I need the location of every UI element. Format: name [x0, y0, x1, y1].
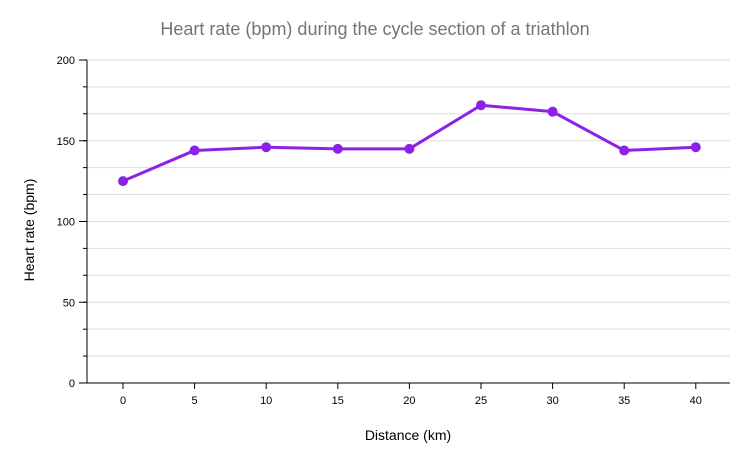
x-tick-label: 35	[618, 395, 630, 407]
gridlines	[87, 59, 730, 357]
data-point	[332, 143, 343, 154]
y-axis: 0 50 100 150 200	[57, 55, 88, 390]
x-tick-label: 30	[546, 395, 558, 407]
data-point	[261, 142, 272, 153]
x-tick-label: 40	[690, 395, 702, 407]
data-point	[690, 142, 701, 153]
x-tick-label: 15	[332, 395, 344, 407]
y-tick-label: 200	[57, 55, 75, 67]
x-tick-label: 10	[260, 395, 272, 407]
x-axis-title: Distance (km)	[365, 427, 451, 443]
x-tick-label: 0	[120, 395, 126, 407]
data-series	[118, 100, 701, 187]
y-tick-label: 100	[57, 217, 75, 229]
data-point	[118, 176, 128, 187]
data-point	[476, 100, 486, 111]
y-tick-label: 50	[63, 297, 75, 309]
chart-title: Heart rate (bpm) during the cycle sectio…	[160, 19, 589, 39]
data-point	[619, 145, 630, 156]
y-tick-label: 150	[57, 136, 75, 148]
series-line	[121, 103, 698, 183]
x-tick-label: 20	[403, 395, 415, 407]
data-point	[189, 145, 200, 156]
x-tick-label: 25	[475, 395, 487, 407]
x-tick-label: 5	[192, 395, 198, 407]
x-axis: 0 5 10 15 20 25 30 35 40	[87, 382, 730, 407]
data-point	[404, 143, 415, 154]
data-point	[547, 106, 558, 117]
y-tick-label: 0	[69, 378, 75, 390]
y-axis-title: Heart rate (bpm)	[21, 179, 37, 282]
